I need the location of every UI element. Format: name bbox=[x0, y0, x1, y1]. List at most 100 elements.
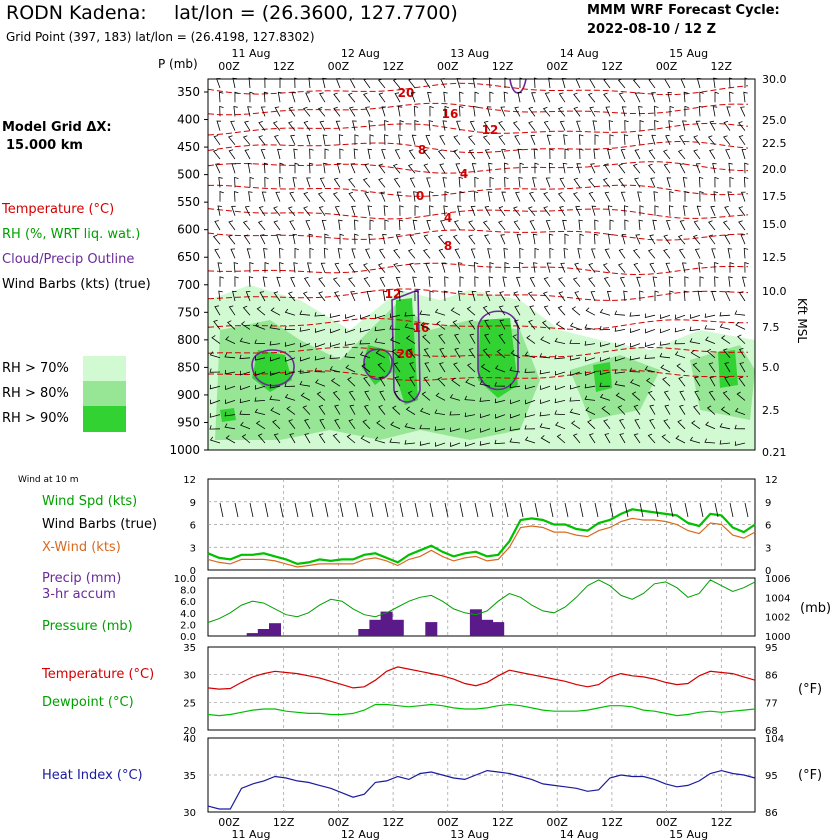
bottom-hour-label: 00Z bbox=[656, 816, 678, 829]
wind-barb bbox=[442, 177, 448, 188]
wind-barb bbox=[527, 206, 536, 217]
wind-barb bbox=[276, 234, 281, 245]
wind-barb bbox=[410, 92, 416, 103]
wind-barb bbox=[239, 354, 251, 360]
wind-barb bbox=[288, 419, 296, 430]
isotherm-5 bbox=[207, 184, 749, 197]
wind-barb bbox=[545, 220, 551, 231]
wind-barb bbox=[528, 319, 536, 330]
surface-wind-barb bbox=[354, 502, 359, 518]
wind-barb bbox=[300, 392, 311, 401]
pressure-tick-label: 550 bbox=[177, 195, 200, 209]
wind-barb bbox=[369, 219, 374, 230]
wind-barb bbox=[526, 335, 536, 344]
top-day-label: 14 Aug bbox=[560, 47, 599, 60]
wind-barb bbox=[711, 248, 716, 259]
wind-barb bbox=[468, 234, 476, 245]
wind-barb bbox=[698, 262, 703, 273]
wind-barb bbox=[379, 390, 386, 401]
wind-barb bbox=[345, 314, 356, 319]
surface-wind-barb bbox=[744, 502, 749, 518]
wind-barb bbox=[606, 290, 612, 302]
pressure-tick-label: 950 bbox=[177, 415, 200, 429]
isotherm-11 bbox=[207, 346, 749, 358]
bottom-hour-label: 00Z bbox=[546, 816, 568, 829]
wind-barb bbox=[469, 333, 476, 344]
wind-barb bbox=[273, 135, 281, 146]
wind-barb bbox=[239, 398, 251, 404]
wind-barb bbox=[500, 106, 506, 117]
precip-bar bbox=[469, 609, 482, 636]
wind-barb bbox=[577, 248, 582, 259]
wind-barb bbox=[299, 380, 311, 387]
bottom-hour-label: 12Z bbox=[492, 816, 514, 829]
wind-barb bbox=[740, 106, 746, 117]
wind-barb bbox=[437, 376, 446, 387]
wind-barb bbox=[663, 149, 671, 160]
grid-point-label: Grid Point (397, 183) lat/lon = (26.4198… bbox=[6, 30, 315, 44]
wind-barb bbox=[429, 191, 434, 202]
wind-barb bbox=[504, 162, 509, 174]
wind-barb bbox=[346, 434, 356, 444]
wind-barb bbox=[394, 149, 401, 160]
wind-barb bbox=[228, 305, 236, 316]
wind-barb bbox=[428, 120, 434, 131]
wind-barb bbox=[607, 148, 612, 160]
wind-barb bbox=[303, 106, 311, 117]
wind-barb bbox=[584, 383, 596, 389]
temp-panel-frame bbox=[207, 646, 756, 731]
wind-barb bbox=[546, 262, 552, 273]
height-tick-label: 7.5 bbox=[762, 321, 780, 334]
isotherm-3 bbox=[207, 140, 749, 154]
wind-barb bbox=[471, 290, 477, 302]
wind-barb bbox=[421, 391, 431, 401]
wind-barb bbox=[654, 290, 659, 301]
wind-barb bbox=[570, 371, 581, 376]
wind-barb bbox=[634, 177, 641, 188]
wind-barb bbox=[579, 148, 584, 160]
wind-barb bbox=[351, 205, 356, 216]
wind-barb bbox=[322, 77, 327, 89]
wind-barb bbox=[338, 219, 343, 231]
precip-bar bbox=[391, 619, 404, 636]
wind-barb bbox=[571, 420, 581, 430]
wind-barb bbox=[399, 205, 404, 216]
isotherm-7 bbox=[207, 229, 749, 241]
heat-tick-label: 35 bbox=[183, 771, 196, 782]
wind-barb bbox=[314, 356, 326, 361]
wind-barb bbox=[659, 352, 671, 359]
wind-barb bbox=[721, 335, 731, 344]
wind-barb bbox=[308, 77, 313, 89]
pressure-tick-label: 450 bbox=[177, 140, 200, 154]
wind-barb bbox=[378, 163, 386, 174]
wind-barb bbox=[668, 276, 674, 287]
heat-f-tick-label: 95 bbox=[765, 771, 778, 782]
wind-barb bbox=[224, 423, 236, 430]
wind-barb bbox=[739, 362, 746, 373]
wind-barb bbox=[734, 424, 746, 430]
wind-barb bbox=[569, 384, 581, 390]
wind-barb bbox=[562, 162, 568, 174]
wind-barb bbox=[599, 393, 611, 401]
wind-barb bbox=[455, 163, 461, 174]
wind-barb bbox=[368, 233, 373, 245]
wind-barb bbox=[591, 248, 596, 259]
wind-barb bbox=[544, 92, 551, 103]
wind-barb bbox=[682, 120, 687, 131]
wind-barb bbox=[293, 148, 298, 160]
wind-barb bbox=[737, 334, 746, 344]
wind-barb bbox=[500, 234, 506, 245]
wind-barb bbox=[698, 176, 704, 188]
wind-barb bbox=[585, 357, 596, 362]
wind-barb bbox=[549, 247, 554, 259]
wind-barb bbox=[738, 376, 746, 387]
temp-tick-label: 25 bbox=[183, 698, 196, 709]
wind-barb bbox=[332, 433, 341, 444]
wind-barb bbox=[576, 163, 581, 174]
wind-barb bbox=[214, 220, 221, 231]
wind-barb bbox=[279, 262, 284, 273]
wind-barb bbox=[284, 393, 296, 401]
wind-barb bbox=[303, 120, 311, 131]
wind-barb bbox=[548, 162, 554, 174]
wind-barb bbox=[590, 163, 596, 174]
